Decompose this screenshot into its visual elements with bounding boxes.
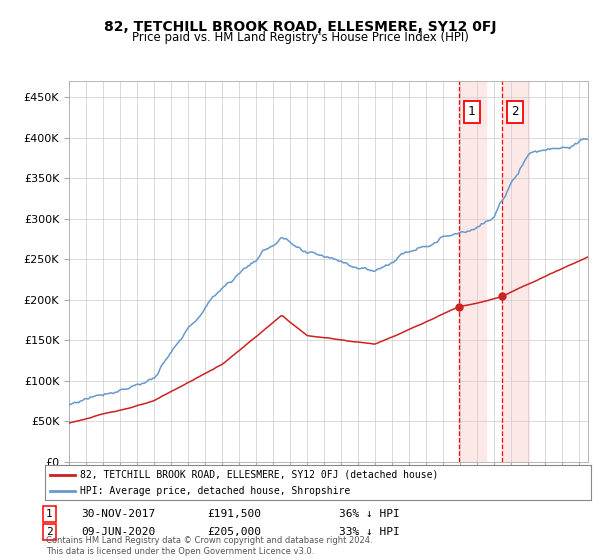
Text: Contains HM Land Registry data © Crown copyright and database right 2024.
This d: Contains HM Land Registry data © Crown c… <box>46 536 373 556</box>
Text: £191,500: £191,500 <box>207 509 261 519</box>
Bar <box>459 81 486 462</box>
Text: 30-NOV-2017: 30-NOV-2017 <box>81 509 155 519</box>
Text: HPI: Average price, detached house, Shropshire: HPI: Average price, detached house, Shro… <box>80 486 351 496</box>
Bar <box>502 81 529 462</box>
Text: Price paid vs. HM Land Registry's House Price Index (HPI): Price paid vs. HM Land Registry's House … <box>131 31 469 44</box>
Text: 82, TETCHILL BROOK ROAD, ELLESMERE, SY12 0FJ (detached house): 82, TETCHILL BROOK ROAD, ELLESMERE, SY12… <box>80 469 439 479</box>
Text: 2: 2 <box>511 105 518 119</box>
Text: 1: 1 <box>468 105 475 119</box>
Text: 1: 1 <box>46 509 53 519</box>
Text: 36% ↓ HPI: 36% ↓ HPI <box>339 509 400 519</box>
Text: 33% ↓ HPI: 33% ↓ HPI <box>339 527 400 537</box>
Text: 2: 2 <box>46 527 53 537</box>
Text: £205,000: £205,000 <box>207 527 261 537</box>
Text: 09-JUN-2020: 09-JUN-2020 <box>81 527 155 537</box>
Text: 82, TETCHILL BROOK ROAD, ELLESMERE, SY12 0FJ: 82, TETCHILL BROOK ROAD, ELLESMERE, SY12… <box>104 20 496 34</box>
